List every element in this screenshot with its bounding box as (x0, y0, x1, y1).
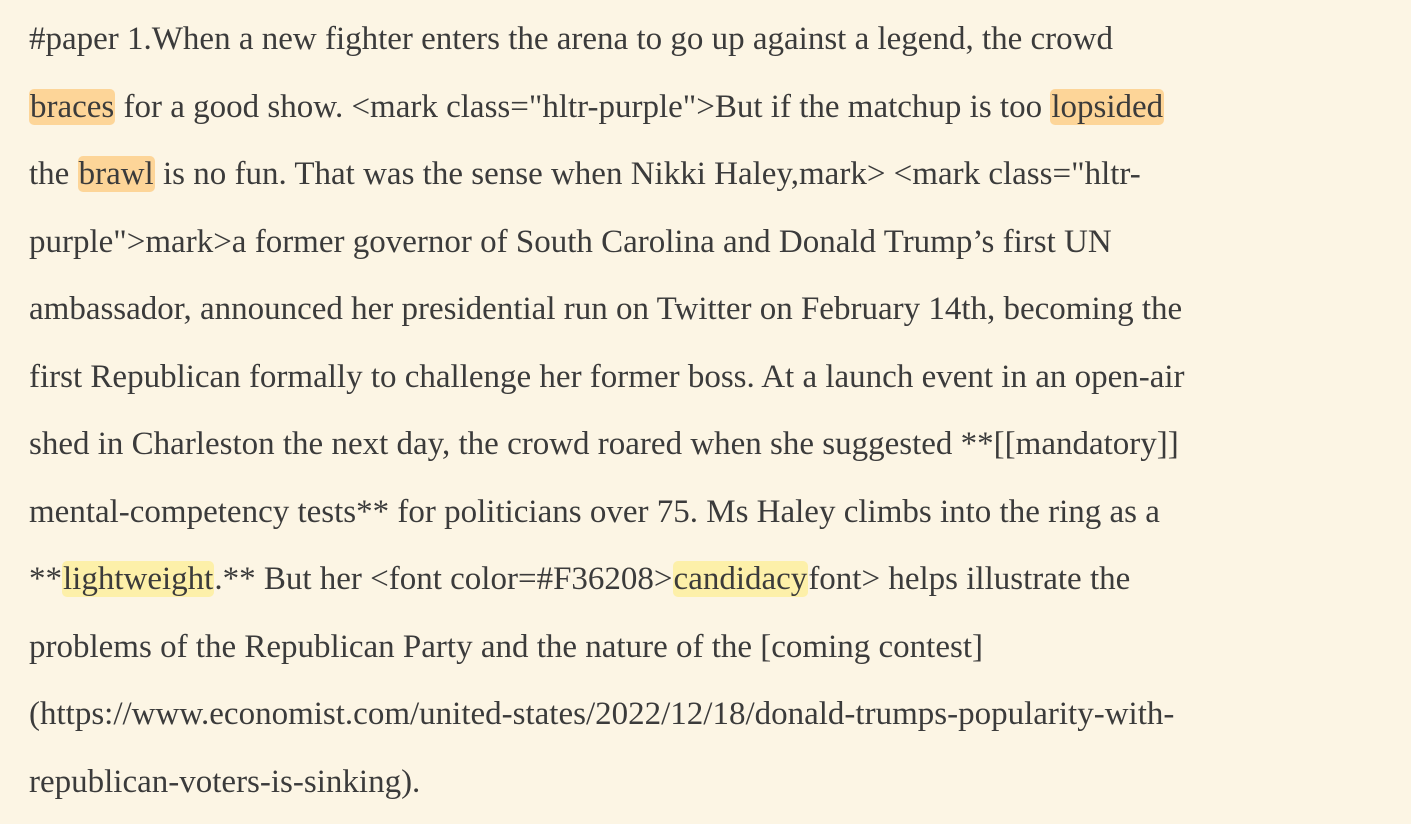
text-line: purple">mark>a former governor of South … (29, 209, 1393, 277)
highlighted-word: braces (29, 88, 116, 125)
text-segment: problems of the Republican Party and the… (29, 628, 983, 665)
text-line: **lightweight.** But her <font color=#F3… (29, 546, 1393, 614)
text-segment: mental-competency tests** for politician… (29, 493, 1160, 530)
text-line: the brawl is no fun. That was the sense … (29, 141, 1393, 209)
text-segment: purple">mark>a former governor of South … (29, 223, 1112, 260)
highlighted-word: brawl (77, 156, 155, 192)
text-segment: ambassador, announced her presidential r… (29, 291, 1183, 327)
text-line: shed in Charleston the next day, the cro… (29, 411, 1393, 479)
text-line: problems of the Republican Party and the… (29, 614, 1393, 682)
text-segment: #paper 1.When a new fighter enters the a… (29, 21, 1113, 57)
highlighted-word: lightweight (62, 561, 215, 597)
text-line: republican-voters-is-sinking). (29, 749, 1393, 817)
text-line: mental-competency tests** for politician… (29, 479, 1393, 547)
highlighted-word: lopsided (1050, 88, 1165, 125)
text-segment: (https://www.economist.com/united-states… (29, 696, 1175, 732)
text-segment: ** (29, 561, 62, 597)
highlighted-word: candidacy (672, 561, 809, 597)
text-segment: for a good show. <mark class="hltr-purpl… (115, 88, 1051, 125)
text-line: first Republican formally to challenge h… (29, 344, 1393, 412)
text-line: ambassador, announced her presidential r… (29, 276, 1393, 344)
text-segment: .** But her <font color=#F36208> (214, 561, 673, 597)
text-segment: the (29, 156, 78, 192)
text-line: (https://www.economist.com/united-states… (29, 681, 1393, 749)
text-segment: font> helps illustrate the (808, 561, 1131, 597)
text-segment: is no fun. That was the sense when Nikki… (154, 156, 1141, 192)
text-segment: first Republican formally to challenge h… (29, 358, 1185, 395)
text-line: braces for a good show. <mark class="hlt… (29, 74, 1393, 142)
text-segment: republican-voters-is-sinking). (29, 763, 421, 800)
text-segment: shed in Charleston the next day, the cro… (29, 426, 1179, 462)
text-line: #paper 1.When a new fighter enters the a… (29, 6, 1393, 74)
